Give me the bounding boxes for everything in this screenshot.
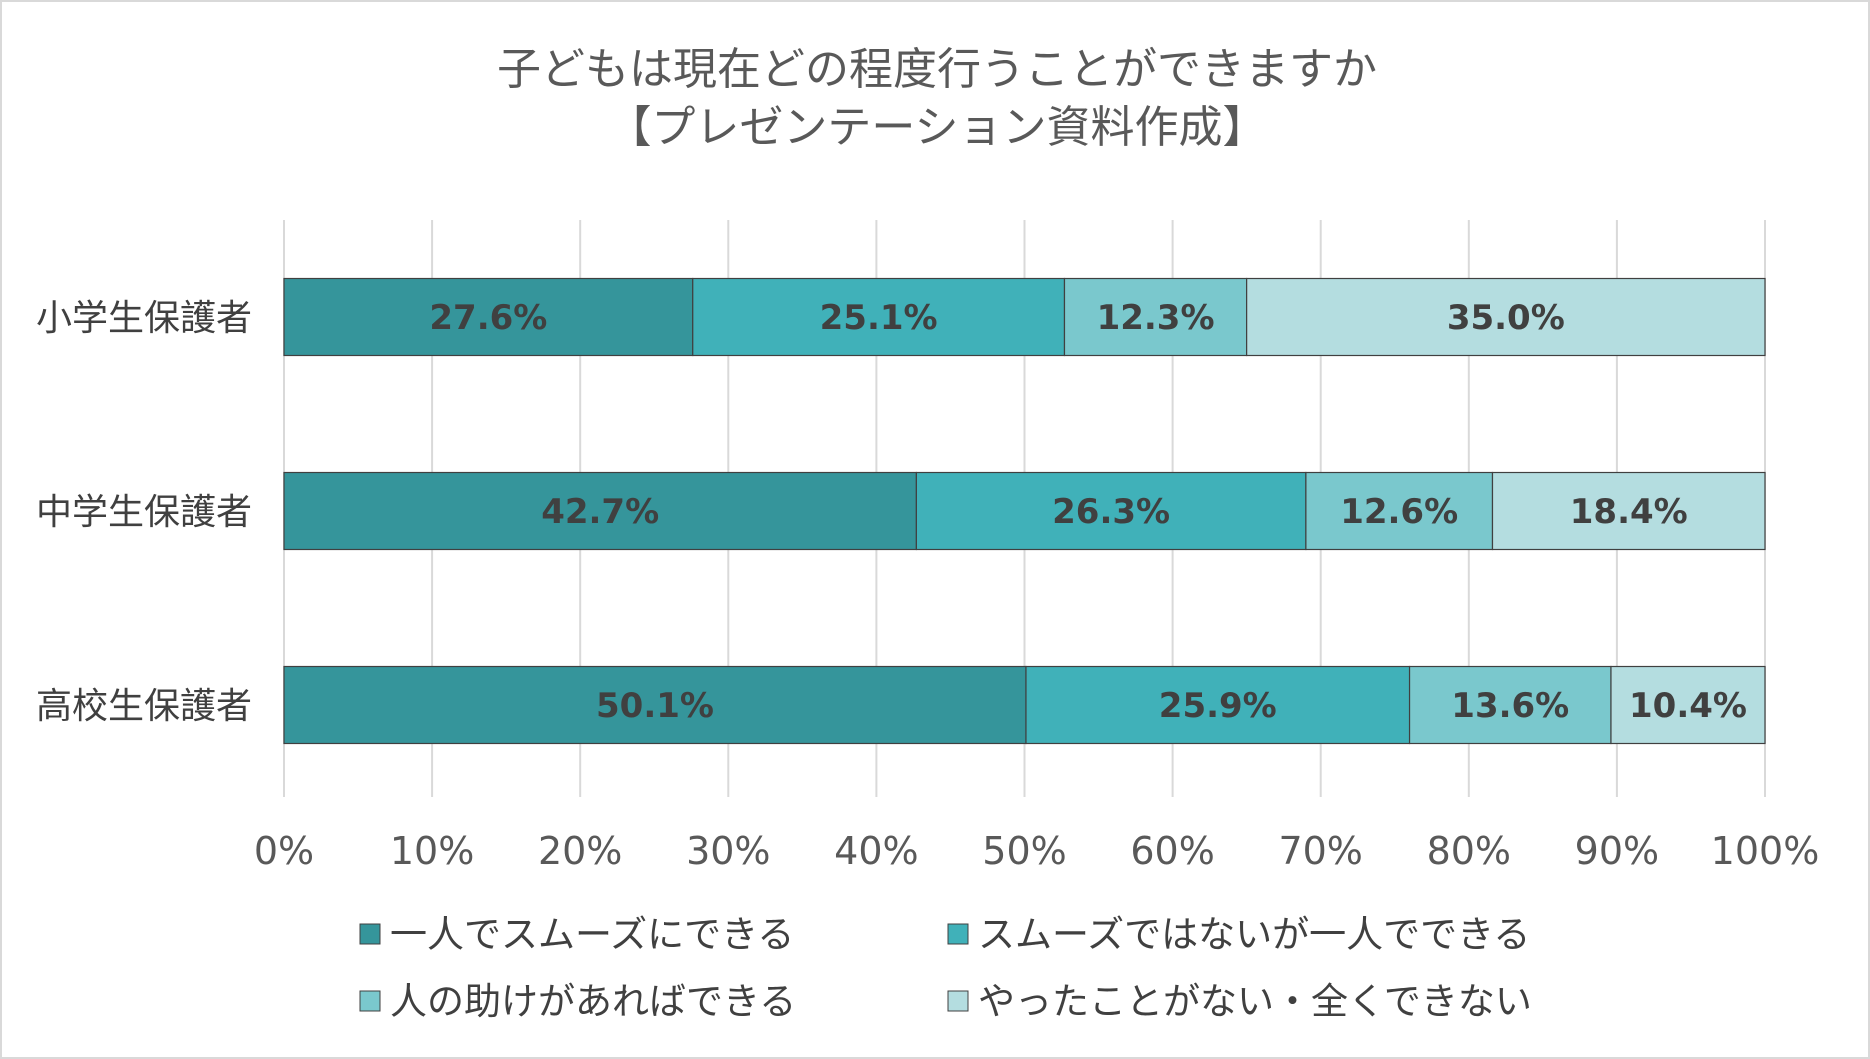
data-label: 35.0%: [1447, 298, 1565, 338]
data-label: 18.4%: [1570, 492, 1688, 532]
x-tick-label: 70%: [1278, 829, 1362, 873]
x-axis-ticks: 0% 10% 20% 30% 40% 50% 60% 70% 80% 90% 100%: [254, 829, 1819, 873]
x-tick-label: 90%: [1575, 829, 1659, 873]
bar-segment: [283, 471, 917, 551]
data-labels: 27.6% 25.1% 12.3% 35.0% 42.7% 26.3% 12.6% 18.4%…: [429, 298, 1747, 726]
chart-title: 子どもは現在どの程度行うことができますか: [497, 44, 1377, 95]
bar-segment: [1246, 277, 1766, 357]
x-tick-label: 40%: [834, 829, 918, 873]
bar-segment: [1610, 665, 1766, 745]
bar-segment: [1305, 471, 1494, 551]
data-label: 50.1%: [596, 686, 714, 726]
data-label: 12.6%: [1340, 492, 1458, 532]
category-label: 高校生保護者: [36, 686, 252, 727]
x-tick-label: 100%: [1711, 829, 1820, 873]
x-tick-label: 80%: [1427, 829, 1511, 873]
bar-segment: [1491, 471, 1766, 551]
category-label: 小学生保護者: [36, 298, 252, 339]
bar-segment: [1063, 277, 1248, 357]
bar-segment: [283, 665, 1027, 745]
data-label: 27.6%: [429, 298, 547, 338]
legend-swatch: [947, 923, 969, 945]
x-tick-label: 30%: [686, 829, 770, 873]
bar-segment: [1408, 665, 1612, 745]
legend-label: 一人でスムーズにできる: [390, 913, 794, 956]
data-label: 25.9%: [1159, 686, 1277, 726]
data-label: 25.1%: [820, 298, 938, 338]
data-label: 13.6%: [1451, 686, 1569, 726]
bars: [283, 277, 1766, 745]
legend-swatch: [359, 990, 381, 1012]
bar-segment: [915, 471, 1307, 551]
data-label: 12.3%: [1097, 298, 1215, 338]
legend-label: やったことがない・全くできない: [978, 980, 1532, 1023]
legend-label: スムーズではないが一人でできる: [978, 913, 1530, 956]
legend-label: 人の助けがあればできる: [390, 980, 796, 1023]
x-tick-label: 10%: [390, 829, 474, 873]
data-label: 42.7%: [541, 492, 659, 532]
bar-segment: [1025, 665, 1411, 745]
category-label: 中学生保護者: [36, 492, 252, 533]
x-tick-label: 20%: [538, 829, 622, 873]
x-tick-label: 60%: [1130, 829, 1214, 873]
bar-segment: [692, 277, 1066, 357]
chart-subtitle: 【プレゼンテーション資料作成】: [607, 102, 1266, 153]
bar-segment: [283, 277, 694, 357]
legend-swatch: [947, 990, 969, 1012]
data-label: 26.3%: [1052, 492, 1170, 532]
x-tick-label: 0%: [254, 829, 314, 873]
legend-swatch: [359, 923, 381, 945]
data-label: 10.4%: [1629, 686, 1747, 726]
x-tick-label: 50%: [982, 829, 1066, 873]
